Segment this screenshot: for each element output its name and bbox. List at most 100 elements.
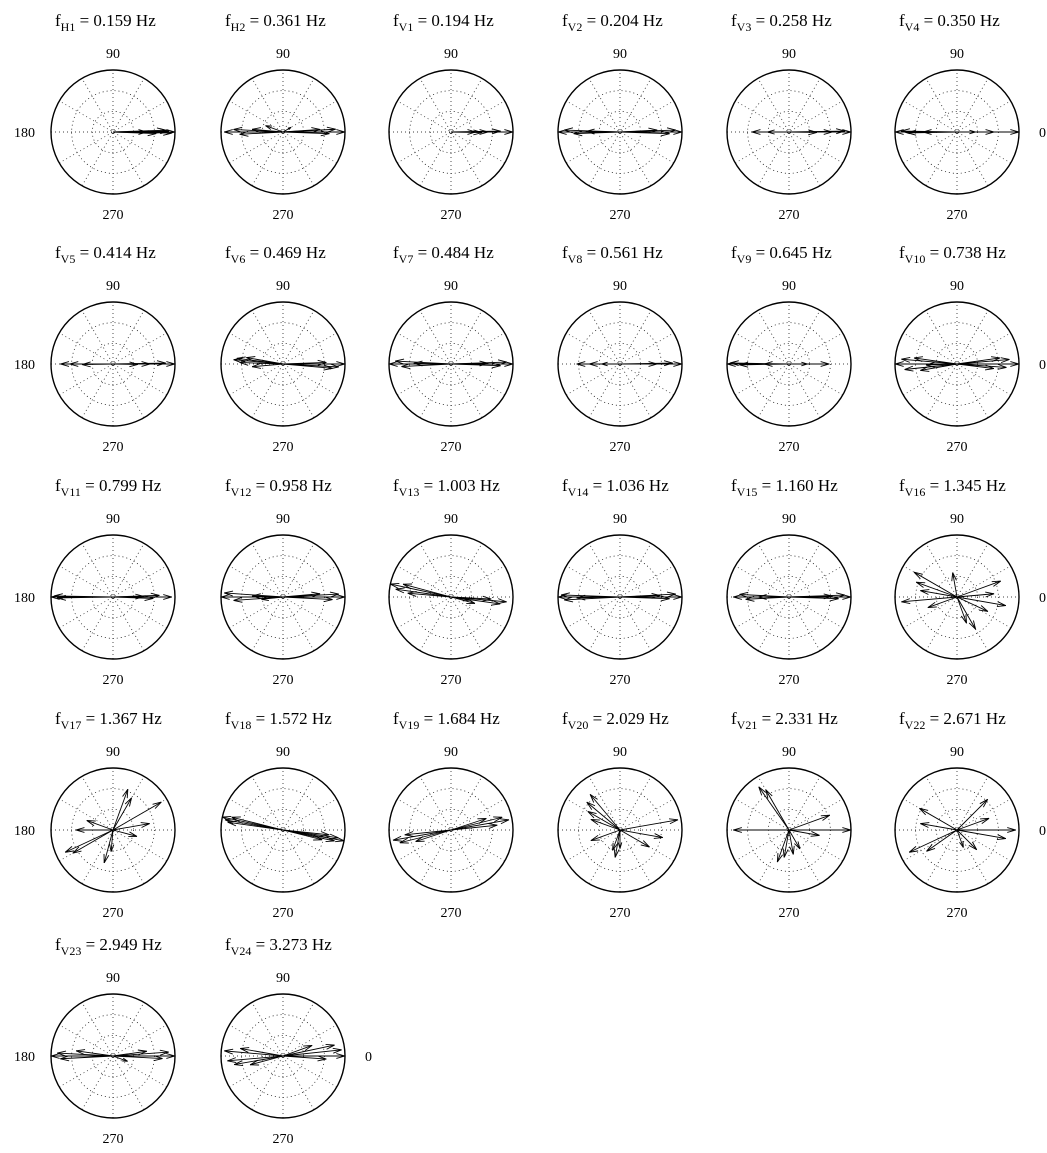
mode-vector — [112, 829, 138, 838]
grid-spoke — [925, 78, 989, 186]
mode-vector — [560, 592, 621, 599]
compass-panel: fV1 = 0.194 Hz 90 270 — [388, 11, 514, 223]
mode-vector — [112, 593, 145, 600]
angle-label-270: 270 — [947, 208, 968, 223]
mode-vector — [390, 583, 452, 598]
angle-label-90: 90 — [106, 971, 120, 986]
grid-spoke — [588, 776, 652, 884]
mode-vector — [283, 1053, 346, 1059]
angle-label-180: 180 — [14, 591, 35, 606]
mode-vector — [927, 596, 958, 609]
compass-rim — [894, 767, 1020, 893]
mode-vector — [265, 125, 284, 133]
mode-vector — [904, 363, 958, 372]
angle-label-90: 90 — [276, 279, 290, 294]
compass-panel: fH1 = 0.159 Hz 90 270 180 — [14, 11, 176, 223]
mode-vector — [450, 816, 503, 831]
mode-vector — [590, 829, 621, 842]
compass-rim — [557, 767, 683, 893]
angle-label-270: 270 — [103, 906, 124, 921]
angle-label-90: 90 — [613, 279, 627, 294]
panel-title: fV16 = 1.345 Hz — [899, 476, 1006, 499]
angle-label-0: 0 — [1039, 126, 1046, 141]
angle-label-90: 90 — [276, 47, 290, 62]
grid-spoke — [251, 78, 315, 186]
angle-label-270: 270 — [947, 906, 968, 921]
grid-spoke — [229, 100, 337, 164]
mode-vector — [399, 829, 452, 844]
panel-title: fV4 = 0.350 Hz — [899, 11, 1000, 34]
angle-label-0: 0 — [1039, 358, 1046, 373]
grid-spoke — [81, 310, 145, 418]
mode-vector — [733, 827, 789, 833]
mode-vector — [590, 818, 621, 831]
mode-vector — [450, 823, 498, 831]
mode-vector — [64, 829, 114, 853]
panel-title: fV23 = 2.949 Hz — [55, 935, 162, 958]
grid-ring — [935, 808, 979, 852]
grid-spoke — [903, 100, 1011, 164]
grid-spoke — [251, 1002, 315, 1110]
compass-panel: fV7 = 0.484 Hz 90 270 — [388, 243, 514, 455]
grid-spoke — [59, 1024, 167, 1088]
compass-panel: fV20 = 2.029 Hz 90 270 — [557, 709, 683, 921]
angle-label-180: 180 — [14, 1050, 35, 1065]
mode-vector — [619, 829, 650, 848]
grid-spoke — [566, 798, 674, 862]
grid-spoke — [757, 78, 821, 186]
grid-spoke — [251, 310, 315, 418]
angle-label-270: 270 — [273, 1132, 294, 1147]
grid-spoke — [251, 78, 315, 186]
compass-panel: fV23 = 2.949 Hz 90 270 180 — [14, 935, 176, 1147]
angle-label-270: 270 — [610, 208, 631, 223]
mode-vector — [956, 591, 995, 598]
mode-vector — [404, 829, 452, 837]
angle-label-270: 270 — [947, 440, 968, 455]
mode-vector — [619, 595, 670, 602]
compass-panel: fV22 = 2.671 Hz 90 270 0 — [894, 709, 1046, 921]
compass-panel: fV4 = 0.350 Hz 90 270 0 — [894, 11, 1046, 223]
compass-rim — [220, 767, 346, 893]
compass-panel: fH2 = 0.361 Hz 90 270 — [220, 11, 346, 223]
grid-spoke — [757, 543, 821, 651]
grid-spoke — [59, 1024, 167, 1088]
grid-spoke — [566, 100, 674, 164]
grid-ring — [261, 808, 305, 852]
grid-spoke — [251, 543, 315, 651]
mode-vector — [788, 593, 833, 600]
panel-title: fV13 = 1.003 Hz — [393, 476, 500, 499]
grid-spoke — [419, 310, 483, 418]
angle-label-90: 90 — [106, 47, 120, 62]
angle-label-90: 90 — [782, 47, 796, 62]
angle-label-90: 90 — [276, 512, 290, 527]
mode-vector — [956, 596, 977, 630]
angle-label-270: 270 — [947, 673, 968, 688]
grid-spoke — [251, 776, 315, 884]
mode-vector — [920, 589, 958, 598]
grid-spoke — [397, 565, 505, 629]
panel-title: fV5 = 0.414 Hz — [55, 243, 156, 266]
mode-vector — [788, 829, 801, 850]
grid-spoke — [735, 100, 843, 164]
mode-vector — [450, 360, 489, 367]
mode-vector — [282, 126, 292, 133]
panel-title: fV12 = 0.958 Hz — [225, 476, 332, 499]
angle-label-270: 270 — [779, 208, 800, 223]
mode-vector — [112, 822, 150, 831]
mode-vector — [450, 128, 501, 135]
mode-vector — [261, 596, 284, 602]
mode-vector — [956, 798, 989, 831]
grid-spoke — [59, 565, 167, 629]
mode-vector — [113, 1053, 176, 1059]
grid-spoke — [81, 78, 145, 186]
grid-spoke — [925, 543, 989, 651]
grid-spoke — [229, 798, 337, 862]
grid-ring — [935, 575, 979, 619]
angle-label-90: 90 — [613, 512, 627, 527]
panel-title: fV3 = 0.258 Hz — [731, 11, 832, 34]
panel-title: fV6 = 0.469 Hz — [225, 243, 326, 266]
grid-spoke — [251, 1002, 315, 1110]
mode-vector — [282, 359, 327, 366]
grid-spoke — [229, 565, 337, 629]
compass-panel: fV10 = 0.738 Hz 90 270 0 — [894, 243, 1046, 455]
